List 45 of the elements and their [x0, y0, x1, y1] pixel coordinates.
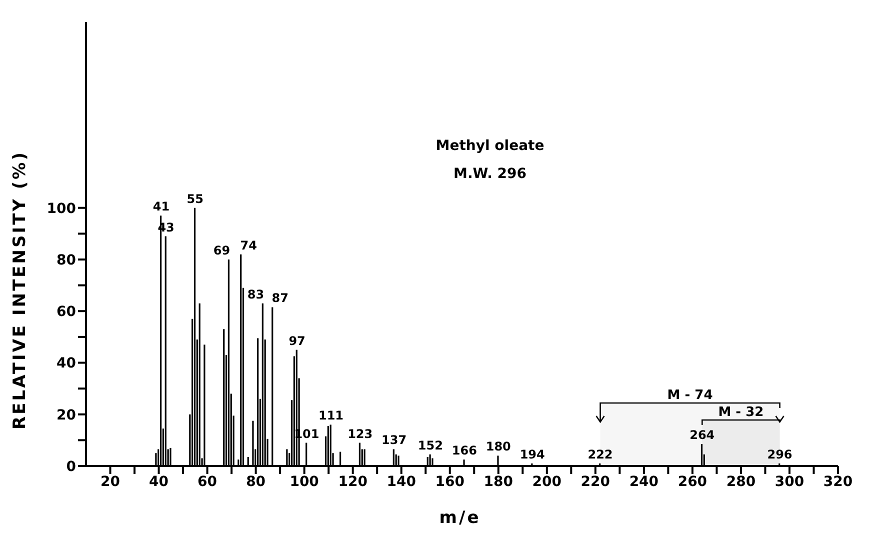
y-tick-label: 60: [56, 304, 76, 320]
annotation: 194: [520, 447, 545, 462]
annotation: 41: [152, 200, 170, 214]
x-tick-label: 40: [149, 474, 169, 490]
annotation: 87: [272, 291, 288, 306]
annotation: 222: [588, 447, 613, 462]
y-axis-title: RELATIVE INTENSITY (%): [10, 150, 30, 430]
annotation: 152: [418, 438, 443, 452]
annotation: 296: [767, 447, 792, 462]
annotation: 180: [486, 440, 511, 454]
y-tick-label: 0: [66, 458, 76, 475]
y-tick-label: 80: [56, 252, 76, 268]
annotation: 74: [240, 238, 257, 252]
x-tick-label: 60: [198, 474, 218, 490]
x-tick-label: 220: [580, 474, 610, 490]
x-tick-label: 240: [629, 474, 659, 490]
x-tick-label: 80: [246, 474, 266, 490]
annotation: 137: [382, 433, 407, 448]
annotation: 97: [288, 334, 306, 348]
x-tick-label: 20: [100, 474, 120, 490]
y-tick-label: 100: [46, 200, 76, 217]
x-tick-label: 140: [386, 474, 416, 490]
x-tick-label: 180: [484, 474, 514, 490]
x-tick-label: 160: [435, 474, 465, 490]
annotation: 55: [186, 192, 204, 206]
annotation: 166: [452, 444, 477, 458]
annotation: 83: [247, 287, 264, 302]
x-tick-label: 280: [726, 474, 756, 490]
x-tick-label: 300: [774, 474, 804, 490]
band-label: M - 74: [667, 388, 713, 403]
x-tick-label: 100: [290, 474, 320, 490]
y-tick-label: 20: [56, 407, 76, 424]
text: Methyl oleate: [434, 138, 546, 154]
x-tick-label: 260: [678, 474, 708, 490]
band-label: M - 32: [718, 405, 764, 420]
x-axis-title: m/e: [438, 508, 482, 528]
annotation: 123: [348, 426, 373, 441]
text: M.W. 296: [452, 166, 528, 182]
annotation: 111: [318, 408, 344, 423]
annotation: 69: [213, 243, 230, 258]
y-tick-label: 40: [56, 356, 76, 372]
x-tick-label: 200: [532, 474, 562, 490]
x-tick-label: 320: [823, 474, 853, 490]
annotation: 264: [690, 428, 715, 442]
x-tick-label: 120: [338, 474, 368, 490]
